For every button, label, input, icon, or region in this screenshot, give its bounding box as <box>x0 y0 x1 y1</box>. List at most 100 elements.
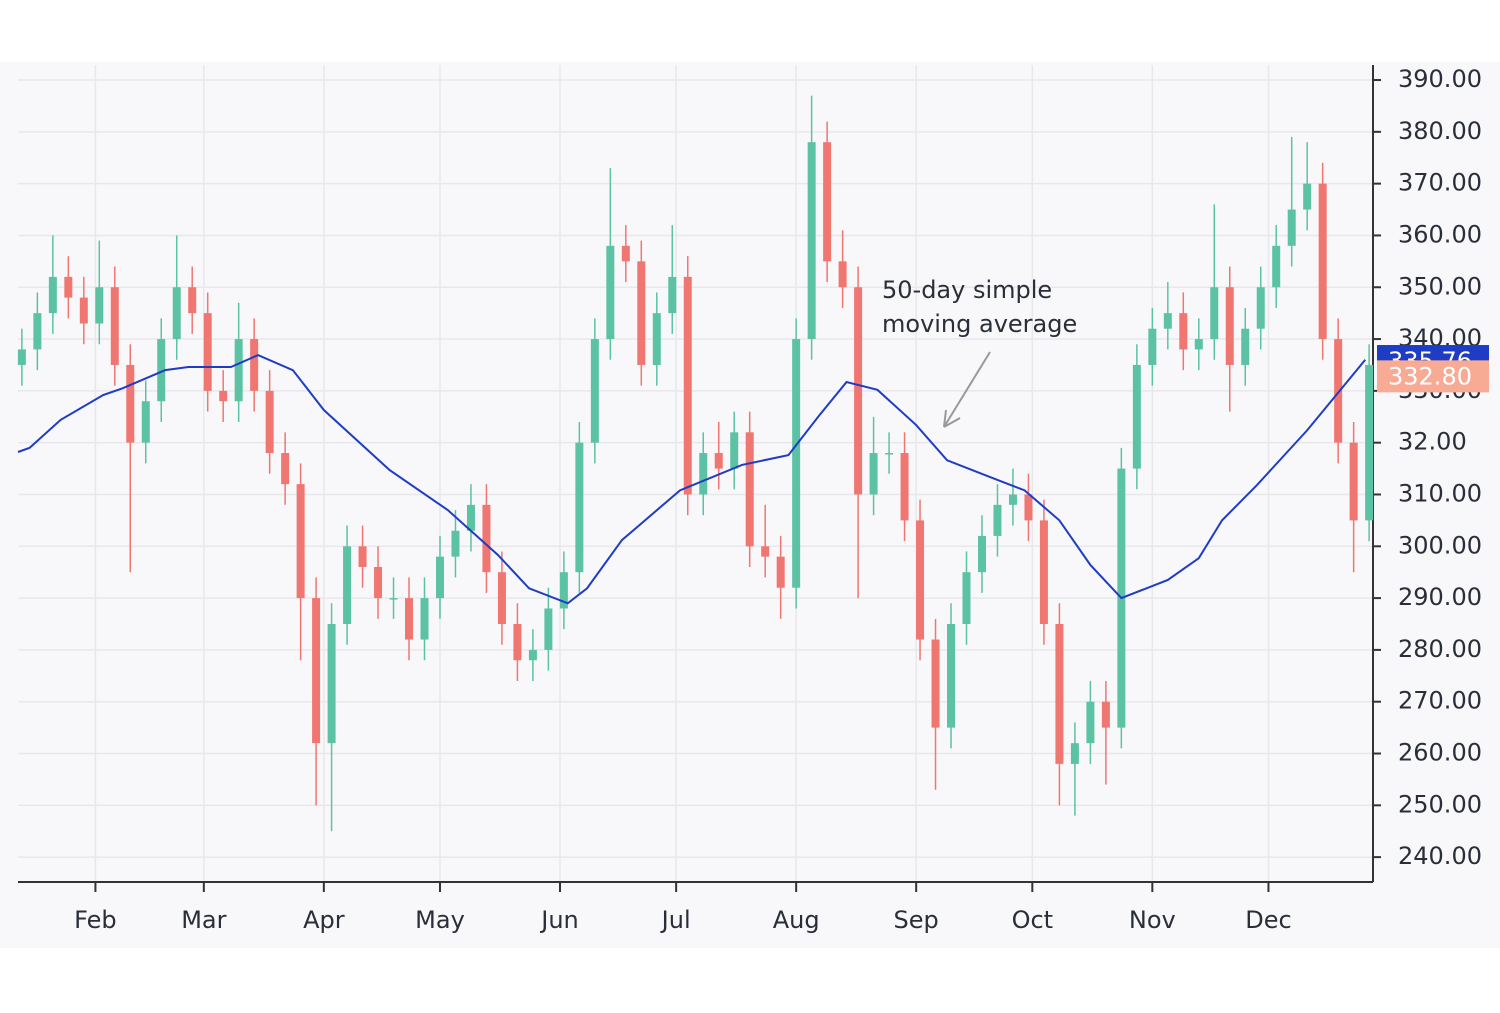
candle-body <box>776 556 785 588</box>
annotation: 50-day simple <box>882 276 1052 304</box>
y-tick-label: 240.00 <box>1398 842 1482 870</box>
candle-body <box>110 287 119 365</box>
candle-body <box>962 572 971 624</box>
candle-body <box>807 142 816 340</box>
candle-body <box>265 390 274 454</box>
candle-body <box>1303 183 1312 210</box>
candle-body <box>730 432 739 469</box>
candle-body <box>606 245 615 340</box>
candle-body <box>1272 245 1281 288</box>
price-badge-label: 332.80 <box>1388 362 1472 390</box>
candle-body <box>466 504 475 531</box>
candle-body <box>1148 328 1157 365</box>
y-tick-label: 290.00 <box>1398 583 1482 611</box>
candle-body <box>281 453 290 485</box>
candle-body <box>823 142 832 262</box>
candle-body <box>854 287 863 495</box>
candle-body <box>1194 339 1203 350</box>
candle-body <box>1365 364 1374 521</box>
x-tick-label: Aug <box>773 906 820 934</box>
candle-body <box>79 297 88 324</box>
candle-body <box>916 520 925 640</box>
candle-body <box>575 442 584 573</box>
candle-body <box>745 432 754 547</box>
candle-body <box>792 339 801 588</box>
y-tick-label: 310.00 <box>1398 479 1482 507</box>
x-tick-label: Sep <box>894 906 939 934</box>
candle-body <box>652 313 661 365</box>
candle-body <box>528 649 537 661</box>
y-tick-label: 250.00 <box>1398 790 1482 818</box>
x-tick-label: May <box>415 906 465 934</box>
candle-body <box>389 598 398 600</box>
x-tick-label: Apr <box>303 906 345 934</box>
x-tick-label: Feb <box>74 906 117 934</box>
candle-body <box>559 572 568 609</box>
candle-body <box>172 287 181 340</box>
candle-body <box>714 453 723 469</box>
x-tick-label: Mar <box>181 906 226 934</box>
candle-body <box>203 313 212 391</box>
candle-body <box>141 401 150 443</box>
candle-body <box>1132 364 1141 469</box>
y-tick-label: 260.00 <box>1398 739 1482 767</box>
candle-body <box>838 261 847 288</box>
y-tick-label: 360.00 <box>1398 220 1482 248</box>
candle-body <box>33 313 42 350</box>
candle-body <box>1225 287 1234 365</box>
candle-body <box>1179 313 1188 350</box>
candle-body <box>64 276 73 298</box>
annotation: moving average <box>882 310 1077 338</box>
x-tick-label: Nov <box>1129 906 1176 934</box>
candle-body <box>482 504 491 573</box>
candle-body <box>188 287 197 314</box>
candle-body <box>296 484 305 599</box>
candle-body <box>931 639 940 728</box>
moving-average-line <box>17 354 1367 605</box>
candle-body <box>343 546 352 624</box>
candle-body <box>1210 287 1219 340</box>
candle-body <box>250 339 259 391</box>
candle-body <box>1024 494 1033 521</box>
candle-body <box>1318 183 1327 340</box>
candle-body <box>17 349 26 365</box>
candle-body <box>1008 494 1017 505</box>
candle-body <box>405 598 414 640</box>
candle-body <box>683 276 692 495</box>
candle-body <box>234 339 243 402</box>
candle-body <box>1070 743 1079 764</box>
candle-body <box>435 556 444 599</box>
candle-body <box>621 245 630 262</box>
candle-body <box>1334 339 1343 443</box>
candle-body <box>900 453 909 521</box>
candle-body <box>590 339 599 443</box>
candle-body <box>1055 624 1064 764</box>
candle-body <box>312 598 321 744</box>
annotation-arrow <box>943 351 991 428</box>
candle-body <box>327 624 336 744</box>
candle-body <box>126 364 135 443</box>
candle-body <box>947 624 956 728</box>
candle-body <box>637 261 646 365</box>
candle-body <box>1101 701 1110 728</box>
candle-body <box>1287 209 1296 246</box>
candle-body <box>358 546 367 568</box>
candle-body <box>1163 313 1172 329</box>
y-tick-label: 270.00 <box>1398 687 1482 715</box>
x-tick-label: Jun <box>539 906 579 934</box>
candle-body <box>761 546 770 557</box>
candle-body <box>451 530 460 557</box>
candle-body <box>977 535 986 573</box>
y-tick-label: 280.00 <box>1398 635 1482 663</box>
y-tick-label: 370.00 <box>1398 169 1482 197</box>
candle-body <box>869 453 878 495</box>
candle-body <box>95 287 104 324</box>
y-tick-label: 350.00 <box>1398 272 1482 300</box>
y-tick-label: 390.00 <box>1398 65 1482 93</box>
candle-body <box>48 276 57 314</box>
candle-body <box>497 572 506 624</box>
candle-body <box>1349 442 1358 521</box>
candle-body <box>993 504 1002 536</box>
